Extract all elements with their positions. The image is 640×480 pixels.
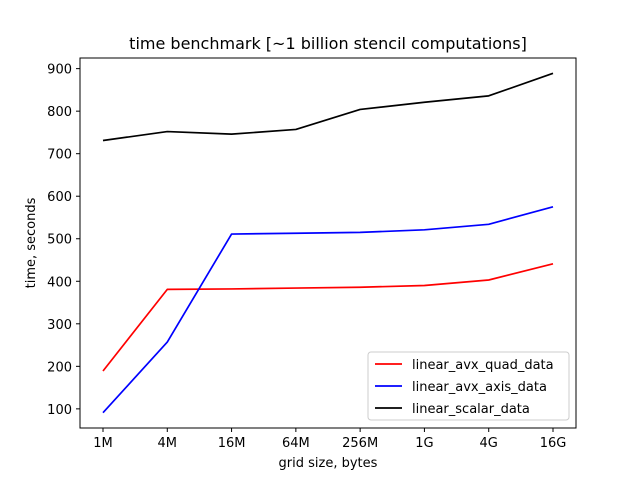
y-tick-label: 700 — [47, 148, 72, 163]
x-tick-label: 64M — [282, 436, 310, 451]
legend-entry: linear_scalar_data — [412, 402, 530, 417]
y-tick-label: 800 — [47, 105, 72, 120]
x-tick-label: 4M — [158, 436, 178, 451]
legend-box — [367, 351, 570, 421]
y-tick-label: 500 — [47, 233, 72, 248]
y-tick-label: 200 — [47, 360, 72, 375]
x-tick-label: 4G — [480, 436, 498, 451]
series-line-linear-scalar-data — [102, 72, 554, 142]
series-line-linear-avx-quad-data — [102, 263, 554, 372]
legend-entry: linear_avx_quad_data — [412, 358, 554, 373]
axes-frame — [79, 57, 577, 429]
x-tick-label: 1M — [93, 436, 113, 451]
chart-title: time benchmark [~1 billion stencil compu… — [129, 34, 527, 53]
y-axis-label: time, seconds — [24, 197, 39, 288]
x-tick-label: 256M — [342, 436, 378, 451]
series-line-linear-avx-axis-data — [102, 206, 554, 414]
legend-entry: linear_avx_axis_data — [412, 380, 547, 395]
y-tick-label: 100 — [47, 403, 72, 418]
y-tick-label: 400 — [47, 275, 72, 290]
x-tick-label: 16G — [540, 436, 567, 451]
x-tick-label: 16M — [218, 436, 246, 451]
legend: linear_avx_quad_data linear_avx_axis_data… — [367, 351, 570, 421]
y-tick-label: 600 — [47, 190, 72, 205]
y-tick-label: 900 — [47, 63, 72, 78]
y-tick-label: 300 — [47, 318, 72, 333]
x-axis-label: grid size, bytes — [279, 456, 378, 471]
plot-area: 1M 4M 16M 64M 256M 1G 4G 16G 100 200 300 400 500 600 7… — [47, 57, 577, 451]
x-tick-label: 1G — [415, 436, 433, 451]
